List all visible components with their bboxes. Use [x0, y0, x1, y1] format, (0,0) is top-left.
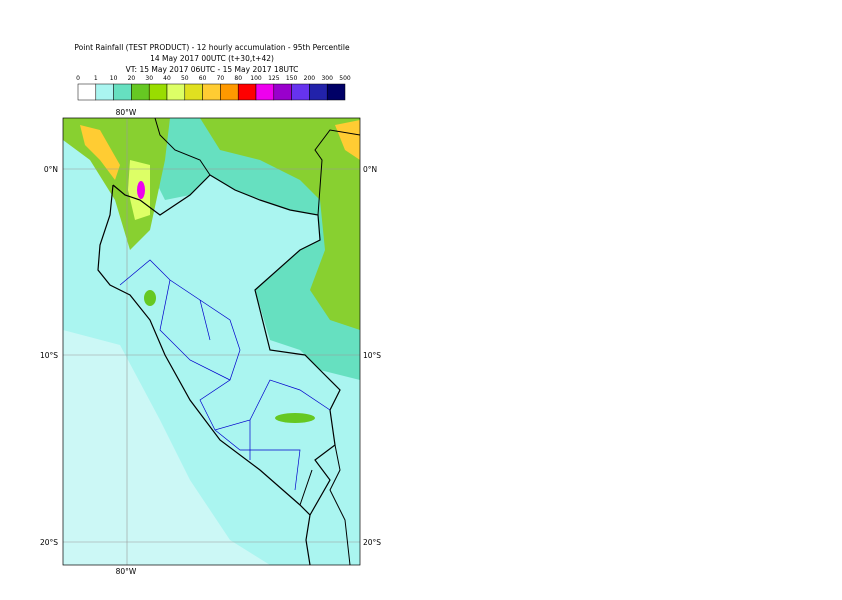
rain-region: [335, 120, 360, 160]
lon-label: 80°W: [116, 108, 137, 117]
colorbar-label: 0: [76, 75, 80, 82]
colorbar-label: 50: [181, 75, 189, 82]
colorbar-box: [273, 83, 292, 101]
lat-label: 10°S: [40, 351, 58, 360]
colorbar-box: [326, 83, 346, 101]
rain-region: [200, 118, 360, 330]
colorbar-box: [291, 83, 310, 101]
valid-time: VT: 15 May 2017 06UTC - 15 May 2017 18UT…: [126, 65, 299, 74]
colorbar-label: 60: [199, 75, 207, 82]
colorbar-label: 150: [286, 75, 298, 82]
colorbar-label: 100: [250, 75, 262, 82]
colorbar-label: 300: [321, 75, 333, 82]
colorbar-label: 10: [110, 75, 118, 82]
colorbar-label: 70: [217, 75, 225, 82]
lon-label: 80°W: [116, 567, 137, 576]
subtitle: 14 May 2017 00UTC (t+30,t+42): [150, 54, 274, 63]
rain-region: [275, 413, 315, 423]
map-frame: [62, 117, 361, 566]
country-border: [154, 118, 360, 565]
colorbar-box: [166, 83, 186, 101]
light-area: [63, 260, 270, 565]
map: 80°W 80°W 0°N 0°N 10°S 10°S 20°S 20°S: [40, 108, 381, 576]
colorbar-box: [255, 83, 275, 101]
lat-label: 0°N: [363, 165, 377, 174]
colorbar: 0 1 10 20 30 40 50 60 70 80 100 125 150 200 300 500: [76, 75, 351, 101]
colorbar-box: [309, 83, 328, 101]
rain-peak: [137, 181, 145, 199]
colorbar-box: [95, 83, 114, 101]
colorbar-label: 200: [304, 75, 316, 82]
lat-label: 10°S: [363, 351, 381, 360]
colorbar-box: [148, 83, 168, 101]
rain-region: [80, 125, 120, 180]
colorbar-box: [202, 83, 221, 101]
lat-label: 0°N: [44, 165, 58, 174]
colorbar-box: [220, 83, 239, 101]
rain-region: [144, 290, 156, 306]
colorbar-box: [77, 83, 97, 101]
lat-label: 20°S: [363, 538, 381, 547]
colorbar-label: 125: [268, 75, 280, 82]
colorbar-label: 30: [145, 75, 153, 82]
colorbar-box: [184, 83, 203, 101]
colorbar-label: 40: [163, 75, 171, 82]
colorbar-label: 1: [94, 75, 98, 82]
colorbar-box: [131, 83, 150, 101]
title: Point Rainfall (TEST PRODUCT) - 12 hourl…: [74, 43, 350, 52]
region-border: [119, 259, 331, 491]
colorbar-box: [237, 83, 257, 101]
colorbar-label: 20: [128, 75, 136, 82]
coastline: [97, 184, 311, 565]
colorbar-label: 80: [234, 75, 242, 82]
country-border: [112, 174, 341, 516]
lat-label: 20°S: [40, 538, 58, 547]
colorbar-label: 500: [339, 75, 351, 82]
colorbar-box: [113, 83, 132, 101]
